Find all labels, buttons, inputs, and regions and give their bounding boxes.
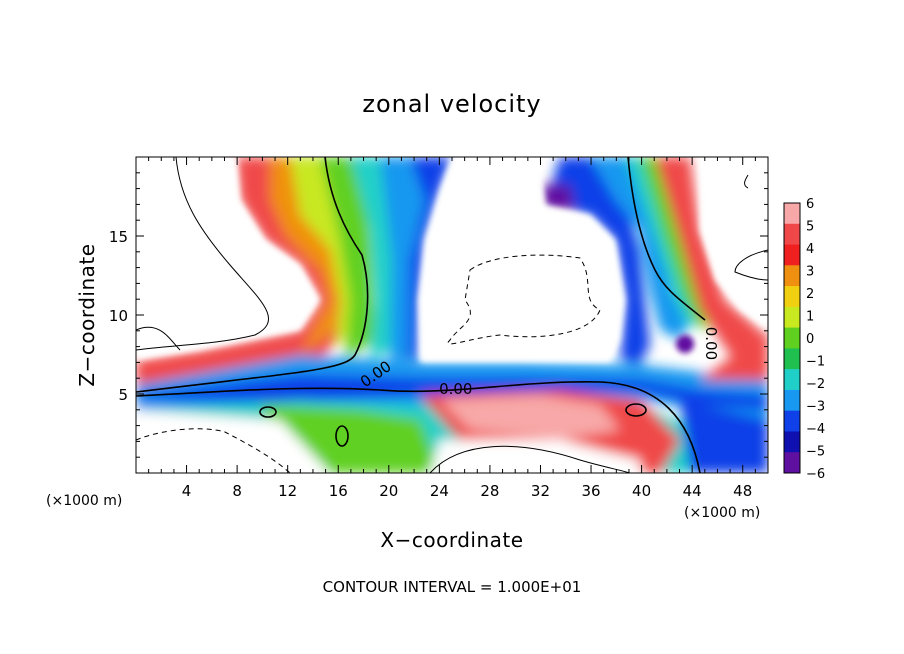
contour-zero-left — [136, 157, 369, 393]
x-tick-label: 8 — [232, 482, 242, 500]
colorbar-tick-label: −1 — [806, 355, 825, 370]
contour-label: 0.00 — [702, 327, 720, 360]
x-tick-label: 12 — [278, 482, 297, 500]
x-tick-label: 40 — [632, 482, 651, 500]
x-axis-label: X−coordinate — [380, 528, 523, 552]
colorbar-tick-label: −4 — [806, 422, 825, 437]
contour-lines — [136, 157, 768, 473]
x-tick-label: 44 — [683, 482, 702, 500]
colorbar-cell — [784, 410, 800, 432]
contour-thin-left — [136, 157, 269, 351]
x-axis: 4 8 12 16 20 24 28 32 36 40 44 48 — [148, 157, 756, 500]
colorbar-tick-label: −5 — [806, 445, 825, 460]
colorbar-cell — [784, 348, 800, 370]
contour-loop-3 — [335, 425, 349, 447]
colorbar-tick-label: 1 — [806, 310, 814, 325]
contour-loop-2 — [625, 403, 647, 417]
contour-dashed-left — [136, 428, 291, 473]
colorbar-cell — [784, 369, 800, 391]
colorbar-tick-label: −6 — [806, 467, 825, 482]
contour-thin-right — [734, 249, 768, 281]
contour-thin-right2 — [744, 174, 749, 189]
colorbar-cell — [784, 203, 800, 225]
contour-thin-bottom — [429, 445, 631, 473]
contour-dashed-center — [447, 254, 601, 345]
x-axis-unit-right: (×1000 m) — [684, 505, 760, 521]
colorbar-frame — [783, 202, 801, 474]
colorbar-cell — [784, 306, 800, 329]
x-tick-label: 4 — [182, 482, 192, 500]
colorbar-tick-label: 5 — [806, 220, 814, 235]
colorbar-cell — [784, 389, 800, 412]
colorbar-tick-label: −3 — [806, 400, 825, 415]
x-tick-label: 20 — [379, 482, 398, 500]
x-tick-label: 48 — [733, 482, 752, 500]
x-axis-unit-left: (×1000 m) — [46, 493, 122, 509]
contour-loop-1 — [259, 406, 277, 418]
colorbar: 6 5 4 3 2 1 0 −1 −2 −3 −4 −5 −6 — [783, 197, 825, 482]
colorbar-tick-label: −2 — [806, 377, 825, 392]
colorbar-cell — [784, 244, 800, 266]
colorbar-cell — [784, 431, 800, 453]
colorbar-tick-label: 3 — [806, 265, 814, 280]
contour-zero-band — [136, 381, 701, 473]
colorbar-cell — [784, 265, 800, 287]
y-axis: 5 10 15 — [109, 172, 768, 458]
colorbar-tick-label: 6 — [806, 197, 814, 212]
x-tick-label: 16 — [329, 482, 348, 500]
x-tick-label: 24 — [430, 482, 449, 500]
colorbar-cell — [784, 452, 800, 474]
heatmap-field — [136, 157, 768, 473]
colorbar-tick-label: 4 — [806, 242, 814, 257]
chart-title: zonal velocity — [362, 90, 541, 118]
colorbar-tick-label: 2 — [806, 287, 814, 302]
x-tick-label: 32 — [531, 482, 550, 500]
contour-interval-text: CONTOUR INTERVAL = 1.000E+01 — [323, 578, 582, 596]
colorbar-cell — [784, 286, 800, 308]
x-tick-label: 28 — [480, 482, 499, 500]
colorbar-tick-label: 0 — [806, 332, 814, 347]
y-tick-label: 15 — [109, 228, 128, 246]
x-tick-label: 36 — [581, 482, 600, 500]
y-tick-label: 10 — [109, 307, 128, 325]
contour-thin-left2 — [136, 327, 181, 351]
colorbar-cell — [784, 327, 800, 349]
contour-label: 0.00 — [439, 380, 472, 398]
colorbar-cell — [784, 223, 800, 246]
contour-zero-right — [627, 157, 706, 321]
y-axis-label: Z−coordinate — [75, 243, 99, 386]
y-tick-label: 5 — [118, 386, 128, 404]
